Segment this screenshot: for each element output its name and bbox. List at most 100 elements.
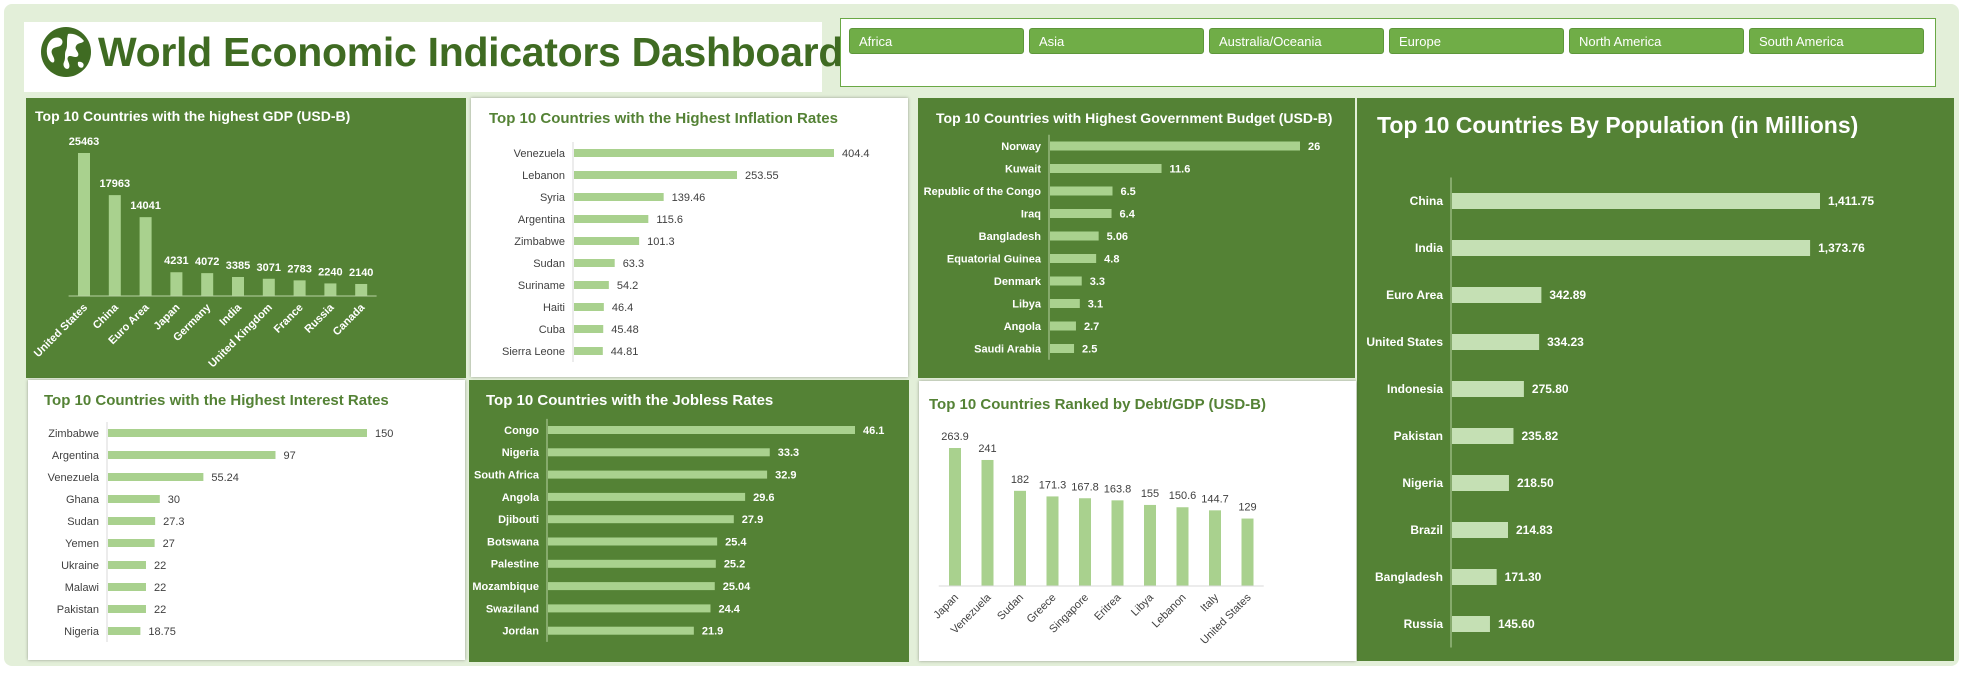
- budget-chart-panel: Top 10 Countries with Highest Government…: [918, 98, 1355, 378]
- bar-sudan: [1014, 490, 1026, 586]
- category-label-syria: Syria: [540, 192, 566, 204]
- inflation-chart-panel: Top 10 Countries with the Highest Inflat…: [471, 98, 908, 377]
- bar-pakistan: [1452, 428, 1514, 444]
- slicer-item-europe[interactable]: Europe: [1389, 28, 1564, 54]
- data-label-ukraine: 22: [154, 560, 166, 572]
- category-label-china: China: [1410, 194, 1444, 208]
- category-label-nigeria: Nigeria: [1402, 476, 1443, 490]
- data-label-venezuela: 55.24: [211, 472, 239, 484]
- bar-germany: [201, 273, 214, 296]
- data-label-lebanon: 253.55: [745, 170, 779, 182]
- bar-united-states: [1241, 518, 1254, 586]
- bar-canada: [355, 283, 368, 296]
- data-label-india: 3385: [226, 260, 250, 272]
- data-label-pakistan: 22: [154, 604, 166, 616]
- data-label-ghana: 30: [168, 494, 180, 506]
- bar-jordan: [548, 626, 694, 635]
- interest-chart: Zimbabwe 150 Argentina 97 Venezuela 55.24 Ghan…: [48, 422, 393, 642]
- data-label-mozambique: 25.04: [723, 581, 751, 593]
- bar-bangladesh: [1050, 231, 1099, 241]
- bar-congo: [548, 426, 855, 434]
- category-label-sudan: Sudan: [995, 592, 1026, 623]
- category-label-canada: Canada: [331, 301, 368, 338]
- category-label-bangladesh: Bangladesh: [979, 231, 1042, 243]
- bar-palestine: [548, 559, 716, 568]
- bar-india: [232, 276, 244, 296]
- data-label-nigeria: 33.3: [778, 447, 799, 459]
- bar-russia: [324, 283, 337, 296]
- data-label-libya: 3.1: [1088, 298, 1103, 310]
- population-chart-title: Top 10 Countries By Population (in Milli…: [1377, 112, 1859, 138]
- category-label-south-africa: South Africa: [474, 469, 540, 481]
- data-label-denmark: 3.3: [1090, 276, 1105, 288]
- data-label-sudan: 182: [1011, 474, 1029, 486]
- data-label-suriname: 54.2: [617, 280, 638, 292]
- category-label-iraq: Iraq: [1021, 208, 1041, 220]
- data-label-saudi-arabia: 2.5: [1082, 343, 1097, 355]
- category-label-india: India: [217, 301, 244, 328]
- slicer-item-australia-oceania[interactable]: Australia/Oceania: [1209, 28, 1384, 54]
- slicer-item-africa[interactable]: Africa: [849, 28, 1024, 54]
- category-label-pakistan: Pakistan: [57, 604, 99, 616]
- category-label-bangladesh: Bangladesh: [1375, 570, 1443, 584]
- data-label-euro-area: 14041: [130, 200, 161, 212]
- bar-malawi: [108, 583, 146, 591]
- bar-bangladesh: [1452, 569, 1497, 585]
- category-label-congo: Congo: [504, 425, 539, 437]
- category-label-sudan: Sudan: [67, 516, 99, 528]
- category-label-angola: Angola: [502, 492, 540, 504]
- data-label-eritrea: 163.8: [1104, 483, 1132, 495]
- category-label-lebanon: Lebanon: [522, 170, 565, 182]
- bar-kuwait: [1050, 164, 1162, 173]
- data-label-sierra-leone: 44.81: [611, 346, 639, 358]
- data-label-palestine: 25.2: [724, 559, 745, 571]
- category-label-libya: Libya: [1012, 298, 1042, 310]
- category-label-norway: Norway: [1001, 141, 1042, 153]
- category-label-jordan: Jordan: [502, 626, 539, 638]
- data-label-india: 1,373.76: [1818, 241, 1865, 255]
- bar-iraq: [1050, 209, 1112, 218]
- data-label-singapore: 167.8: [1071, 481, 1099, 493]
- budget-chart-title: Top 10 Countries with Highest Government…: [936, 110, 1333, 126]
- data-label-canada: 2140: [349, 267, 373, 279]
- data-label-syria: 139.46: [672, 192, 706, 204]
- bar-italy: [1209, 510, 1221, 586]
- bar-sudan: [574, 259, 615, 267]
- bar-yemen: [108, 539, 155, 547]
- region-slicer: Africa Asia Australia/Oceania Europe Nor…: [840, 18, 1936, 87]
- bar-brazil: [1452, 522, 1508, 538]
- category-label-india: India: [1415, 241, 1443, 255]
- data-label-jordan: 21.9: [702, 626, 723, 638]
- category-label-haiti: Haiti: [543, 302, 565, 314]
- slicer-item-south-america[interactable]: South America: [1749, 28, 1924, 54]
- data-label-malawi: 22: [154, 582, 166, 594]
- category-label-swaziland: Swaziland: [486, 603, 539, 615]
- category-label-argentina: Argentina: [52, 450, 100, 462]
- data-label-nigeria: 18.75: [148, 626, 176, 638]
- interest-chart-title: Top 10 Countries with the Highest Intere…: [44, 392, 389, 409]
- slicer-item-asia[interactable]: Asia: [1029, 28, 1204, 54]
- data-label-sudan: 63.3: [623, 258, 644, 270]
- data-label-south-africa: 32.9: [775, 469, 796, 481]
- interest-chart-panel: Top 10 Countries with the Highest Intere…: [28, 380, 465, 660]
- category-label-saudi-arabia: Saudi Arabia: [974, 343, 1042, 355]
- data-label-congo: 46.1: [863, 425, 884, 437]
- bar-norway: [1050, 141, 1300, 151]
- category-label-zimbabwe: Zimbabwe: [48, 428, 99, 440]
- debt-chart: 263.9Japan241Venezuela182Sudan171.3Greec…: [931, 431, 1264, 647]
- category-label-argentina: Argentina: [518, 214, 566, 226]
- data-label-swaziland: 24.4: [718, 603, 740, 615]
- slicer-item-north-america[interactable]: North America: [1569, 28, 1744, 54]
- bar-saudi-arabia: [1050, 344, 1075, 353]
- data-label-venezuela: 241: [978, 443, 996, 455]
- jobless-chart: Congo 46.1 Nigeria 33.3 South Africa 32.9 Ango…: [472, 418, 884, 642]
- category-label-zimbabwe: Zimbabwe: [514, 236, 565, 248]
- data-label-france: 2783: [287, 263, 311, 275]
- category-label-united-states: United States: [1366, 335, 1443, 349]
- data-label-yemen: 27: [163, 538, 175, 550]
- data-label-iraq: 6.4: [1120, 208, 1136, 220]
- bar-angola: [548, 492, 746, 501]
- bar-greece: [1046, 496, 1059, 586]
- bar-japan: [949, 448, 961, 586]
- category-label-sierra-leone: Sierra Leone: [502, 346, 565, 358]
